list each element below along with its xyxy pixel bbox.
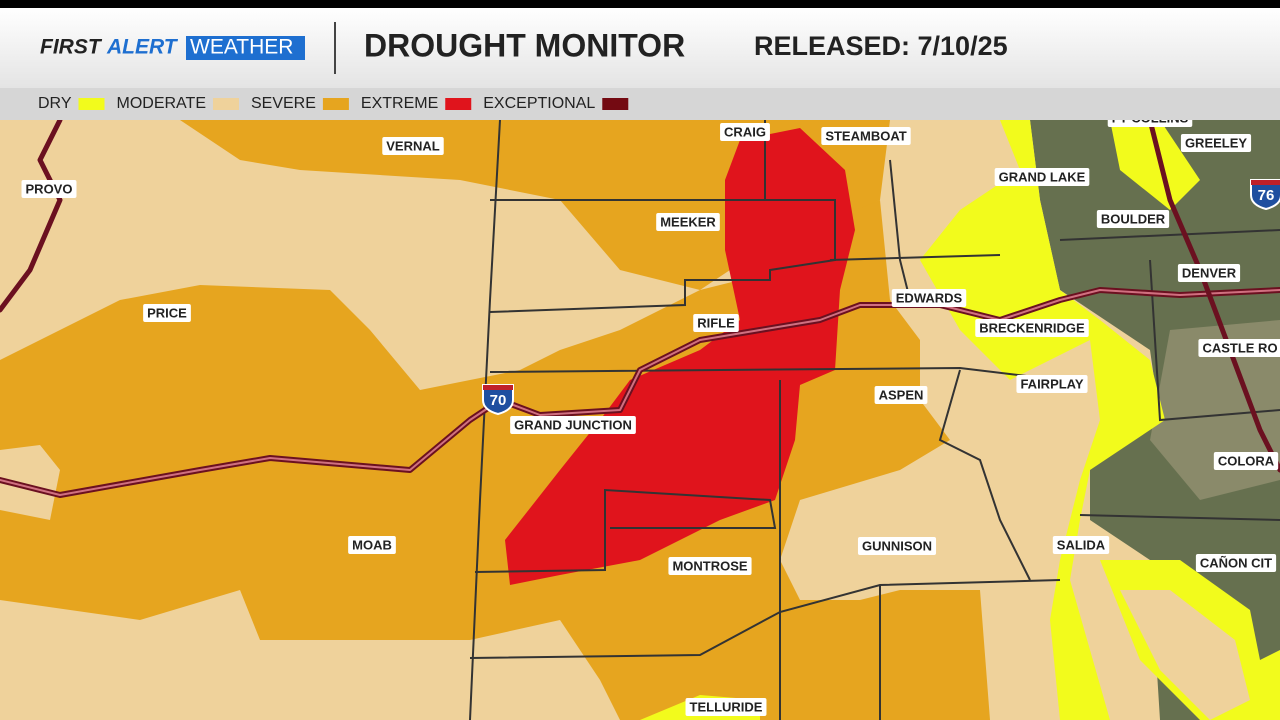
legend-label: EXTREME [361, 95, 438, 112]
city-label-box [874, 386, 928, 404]
city-label-box [693, 314, 739, 332]
interstate-shield [482, 384, 514, 416]
interstate-number: 70 [490, 392, 507, 409]
city-label-box [891, 289, 967, 307]
city-label: CAÑON CIT [1200, 555, 1272, 570]
brand-weather: WEATHER [190, 36, 293, 59]
city-label-box [382, 137, 444, 155]
interstate-shield [1250, 179, 1280, 211]
city-label: GUNNISON [862, 538, 932, 553]
city-label-box [821, 127, 911, 145]
city-label: RIFLE [697, 315, 735, 330]
legend-swatch [602, 98, 629, 110]
interstate-number: 76 [1258, 187, 1275, 204]
interstate-shield-top [1251, 180, 1280, 185]
city-label: EDWARDS [896, 290, 963, 305]
city-label-box [975, 319, 1089, 337]
city-label-box [143, 304, 191, 322]
interstate-shield-top [483, 385, 513, 390]
city-label-box [1198, 339, 1280, 357]
legend-swatch [322, 98, 349, 110]
city-label: GREELEY [1185, 135, 1247, 150]
legend-swatch [78, 98, 105, 110]
city-label-box [668, 557, 752, 575]
city-label: GRAND JUNCTION [514, 417, 632, 432]
city-label-box [348, 536, 396, 554]
moderate-area [1120, 590, 1250, 720]
city-label: STEAMBOAT [825, 128, 906, 143]
dry-area [920, 120, 1165, 720]
city-label: MOAB [352, 537, 392, 552]
legend-swatch [212, 98, 239, 110]
title: DROUGHT MONITOR [364, 27, 685, 63]
city-label-box [1177, 264, 1241, 282]
dry-area [1110, 120, 1200, 210]
moderate-area [0, 445, 60, 520]
city-label-box [1195, 554, 1277, 572]
city-label-box [1107, 120, 1193, 127]
city-label-box [685, 698, 767, 716]
legend-label: SEVERE [251, 95, 316, 112]
city-label: PROVO [26, 181, 73, 196]
city-label: FAIRPLAY [1020, 376, 1083, 391]
city-labels: VERNAL PROVO PRICE CRAIG STEAMBOAT MEEKER RIFL… [21, 110, 1280, 716]
city-label: BOULDER [1101, 211, 1166, 226]
legend-label: EXCEPTIONAL [483, 95, 595, 112]
city-label: VERNAL [386, 138, 440, 153]
severe-area [180, 120, 890, 290]
city-label-box [21, 180, 77, 198]
city-label: GRAND LAKE [999, 169, 1086, 184]
brand-alert: ALERT [106, 36, 179, 59]
city-label: CASTLE RO [1202, 340, 1277, 355]
city-label: FT COLLINS [1112, 110, 1189, 125]
city-label: DENVER [1182, 265, 1237, 280]
city-label-box [994, 168, 1090, 186]
legend-label: MODERATE [117, 95, 206, 112]
city-label: ASPEN [879, 387, 924, 402]
city-label-box [1096, 210, 1170, 228]
extreme-area [505, 128, 855, 585]
city-label: COLORA [1218, 453, 1275, 468]
city-label-box [510, 416, 636, 434]
city-label: CRAIG [724, 124, 766, 139]
legend-swatch [445, 98, 472, 110]
city-label-box [1052, 536, 1110, 554]
city-label: PRICE [147, 305, 187, 320]
city-label-box [1016, 375, 1088, 393]
legend-label: DRY [38, 95, 72, 112]
city-label: TELLURIDE [690, 699, 763, 714]
city-label: BRECKENRIDGE [979, 320, 1085, 335]
city-label-box [720, 123, 770, 141]
roads [0, 120, 1280, 498]
city-label: SALIDA [1057, 537, 1106, 552]
city-label: MONTROSE [672, 558, 747, 573]
city-label: MEEKER [660, 214, 716, 229]
city-label-box [857, 537, 937, 555]
released-date: RELEASED: 7/10/25 [754, 31, 1008, 61]
brand-first: FIRST [40, 36, 103, 59]
city-label-box [656, 213, 720, 231]
brand-box [186, 36, 305, 60]
city-label-box [1213, 452, 1279, 470]
city-label-box [1180, 134, 1252, 152]
map [0, 120, 1280, 720]
